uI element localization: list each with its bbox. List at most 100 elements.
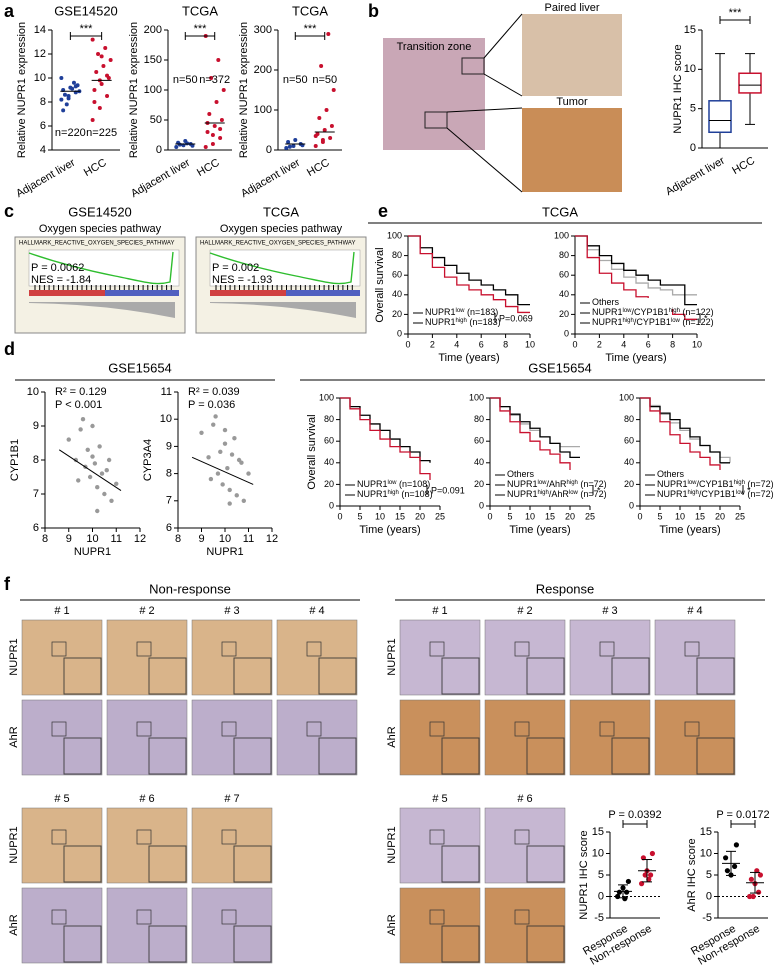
survival-curve [640, 397, 730, 464]
x-tick-label: 10 [375, 511, 385, 521]
y-tick-label: 300 [254, 24, 272, 36]
data-point [616, 889, 623, 895]
case-label: # 2 [139, 605, 154, 617]
roi [221, 721, 237, 737]
p-value: P < 0.001 [55, 399, 102, 411]
scatter-point [227, 501, 232, 506]
case-label: # 2 [517, 605, 532, 617]
y-tick-label: 100 [319, 392, 334, 402]
x-tick-label: 15 [395, 511, 405, 521]
y-tick-label: 100 [254, 104, 272, 116]
y-tick-label: 40 [624, 457, 634, 467]
y-tick-label: 0 [479, 500, 484, 510]
roi [136, 721, 152, 737]
scatter-point [99, 471, 105, 476]
y-tick-label: 20 [559, 309, 569, 319]
roi [684, 721, 700, 737]
significance: *** [304, 23, 318, 35]
scatter-point [109, 498, 114, 503]
legend-text: high [623, 318, 634, 324]
y-tick-label: 9 [166, 440, 172, 452]
x-tick-label: 4 [454, 339, 459, 349]
y-tick-label: 6 [33, 522, 39, 534]
roi [461, 57, 485, 75]
significance: *** [80, 23, 94, 35]
plot-title: GSE14520 [54, 3, 118, 18]
y-tick-label: 80 [392, 250, 402, 260]
data-point [99, 82, 104, 86]
case-label: # 5 [54, 793, 69, 805]
data-point [101, 64, 106, 68]
p-value: P = 0.002 [212, 262, 259, 274]
data-point [286, 140, 291, 144]
data-point [174, 145, 179, 149]
roi [429, 721, 445, 737]
stain-label: NUPR1 [8, 826, 20, 863]
plot-subtitle: Oxygen species pathway [39, 223, 162, 235]
y-tick-label: 0 [598, 890, 604, 902]
x-axis-label: NUPR1 [206, 546, 243, 558]
data-point [750, 893, 756, 900]
p-value: P = 0.0392 [608, 809, 661, 821]
data-point [73, 84, 78, 89]
data-point [99, 54, 104, 59]
legend-text: low [671, 318, 681, 324]
section-title: GSE15654 [108, 360, 172, 375]
inset [318, 657, 357, 695]
y-tick-label: 100 [554, 230, 569, 240]
y-tick-label: 5 [690, 103, 696, 115]
scatter-point [222, 441, 228, 446]
case-label: # 7 [224, 793, 239, 805]
data-point [219, 118, 224, 122]
y-axis-label: Overall survival [374, 247, 386, 322]
legend-text: (n=183) [465, 307, 499, 317]
x-axis-label: Time (years) [359, 524, 420, 536]
roi [306, 721, 322, 737]
scatter-point [106, 457, 112, 463]
y-tick-label: 8 [33, 454, 39, 466]
data-point [66, 96, 71, 101]
scatter-point [234, 493, 239, 498]
legend-bg [493, 470, 587, 480]
legend-bg [493, 490, 587, 500]
legend-text: low [688, 480, 698, 486]
image-label: Paired liver [544, 2, 599, 14]
x-tick-label: 11 [243, 533, 254, 545]
legend-bg [343, 490, 437, 500]
fit-line [58, 449, 122, 492]
legend-bg [643, 490, 737, 500]
legend-label: NUPR1low/AhRhigh (n=72) [507, 479, 607, 489]
y-tick-label: 15 [684, 24, 696, 36]
panel-label: b [368, 1, 379, 21]
data-point [319, 64, 324, 68]
x-tick-label: 25 [585, 511, 595, 521]
x-tick-label: 10 [86, 533, 98, 545]
x-tick-label: 8 [503, 339, 508, 349]
y-axis-label: CYP3A4 [142, 439, 154, 481]
roi [51, 641, 67, 657]
roi [136, 909, 152, 925]
category-label: Adjacent liver [129, 157, 192, 201]
data-point [756, 889, 762, 895]
y-tick-label: 0 [690, 142, 696, 154]
scatter-point [92, 461, 98, 466]
legend-text: (n=183) [467, 317, 501, 327]
y-tick-label: 60 [559, 270, 569, 280]
inset [63, 925, 102, 963]
inset [526, 657, 565, 695]
data-point [625, 878, 632, 885]
data-point [209, 76, 214, 80]
category-label: Adjacent liver [14, 157, 77, 201]
annotation: * [747, 485, 751, 495]
y-tick-label: 5 [706, 869, 712, 881]
legend-text: NUPR1 [507, 489, 538, 499]
data-point [291, 144, 296, 148]
inset [148, 925, 187, 963]
legend-text: high [456, 318, 467, 324]
scatter-point [199, 430, 204, 435]
y-tick-label: 0 [329, 500, 334, 510]
rank-bar [105, 290, 179, 296]
roi [221, 641, 237, 657]
x-tick-label: 0 [487, 511, 492, 521]
p-value: P = 0.0172 [716, 809, 769, 821]
